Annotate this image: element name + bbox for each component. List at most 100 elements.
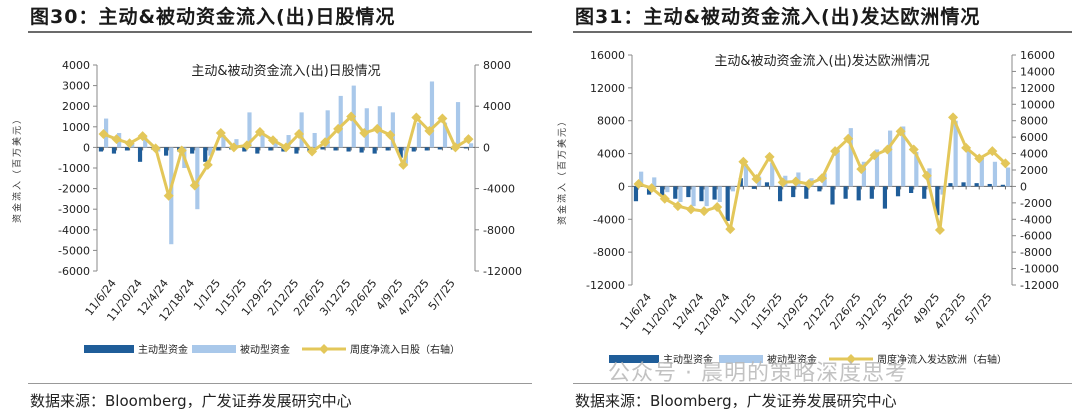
bar-passive	[953, 120, 958, 187]
bar-passive	[979, 156, 984, 187]
net-flow-point	[738, 156, 749, 167]
bar-passive	[234, 139, 239, 148]
bar-passive	[665, 186, 670, 193]
right-axis-tick-label: -12000	[1020, 279, 1059, 292]
net-flow-point	[817, 173, 827, 184]
net-flow-point	[843, 133, 854, 144]
left-axis-tick-label: 0	[83, 141, 90, 154]
y-axis-label: 资金流入（百万美元）	[556, 115, 568, 225]
right-axis-tick-label: -4000	[1020, 213, 1052, 226]
legend-swatch-passive	[192, 345, 236, 353]
net-flow-point	[764, 151, 775, 162]
right-axis-tick-label: -6000	[1020, 230, 1052, 243]
bar-passive	[717, 186, 722, 203]
bar-active	[764, 182, 770, 187]
bar-active	[909, 186, 914, 193]
bar-active	[268, 147, 273, 151]
net-flow-point	[987, 146, 998, 157]
y-axis-label: 资金流入（百万美元）	[11, 113, 23, 223]
bar-active	[974, 183, 979, 187]
bar-passive	[888, 130, 893, 187]
net-flow-point	[777, 177, 788, 188]
bar-active	[398, 147, 403, 158]
bar-passive	[468, 143, 474, 148]
right-axis-tick-label: 14000	[1020, 65, 1055, 78]
right-axis-tick-label: 4000	[483, 100, 511, 113]
left-axis-tick-label: -5000	[58, 244, 90, 257]
net-flow-point	[267, 135, 278, 146]
left-axis-tick-label: -3000	[58, 203, 90, 216]
bar-passive	[390, 112, 395, 148]
net-flow-point	[856, 164, 867, 175]
right-axis-tick-label: 8000	[483, 59, 511, 72]
bar-passive	[364, 108, 369, 148]
bar-active	[987, 183, 992, 187]
bar-active	[242, 147, 247, 152]
net-flow-point	[424, 125, 435, 136]
legend-swatch-passive	[719, 355, 763, 363]
bar-active	[294, 147, 299, 154]
net-flow-point	[463, 134, 474, 145]
net-flow-point	[346, 111, 357, 122]
x-axis-tick-label: 5/7/25	[426, 277, 458, 313]
title-divider	[573, 31, 1072, 33]
net-flow-point	[830, 146, 841, 157]
net-flow-point	[961, 142, 972, 153]
bar-passive	[312, 132, 317, 148]
net-flow-point	[659, 193, 670, 204]
bar-passive	[442, 122, 448, 148]
bar-passive	[770, 162, 775, 187]
bar-passive	[325, 110, 330, 148]
left-axis-tick-label: -4000	[58, 224, 90, 237]
bar-active	[137, 147, 143, 162]
bar-passive	[299, 112, 304, 148]
figure-panel-left: 图30：主动&被动资金流入(出)日股情况 主动&被动资金流入(出)日股情况 400…	[11, 6, 532, 410]
bar-passive	[1005, 167, 1011, 187]
bar-active	[935, 186, 940, 216]
bar-passive	[678, 186, 683, 203]
bar-active	[856, 186, 861, 201]
bar-active	[437, 147, 442, 150]
chart-title: 主动&被动资金流入(出)日股情况	[191, 63, 380, 79]
legend-label: 周度净流入日股（右轴）	[350, 343, 460, 356]
bar-active	[961, 182, 966, 187]
right-axis-tick-label: 8000	[1020, 115, 1048, 128]
bar-active	[216, 147, 221, 151]
bar-passive	[195, 147, 200, 210]
net-flow-point	[725, 224, 736, 235]
title-divider	[28, 31, 532, 33]
bar-passive	[208, 147, 213, 156]
source-divider	[28, 383, 532, 384]
legend-label: 被动型资金	[767, 353, 817, 366]
right-axis-tick-label: -12000	[483, 265, 522, 278]
bar-active	[633, 186, 639, 202]
bar-passive	[691, 186, 696, 207]
net-flow-point	[948, 112, 959, 123]
net-flow-point	[921, 170, 932, 181]
net-flow-point	[895, 126, 906, 137]
net-flow-point	[254, 126, 265, 137]
bar-active	[922, 186, 927, 199]
chart-title: 主动&被动资金流入(出)发达欧洲情况	[714, 53, 929, 69]
net-flow-point	[685, 204, 696, 215]
legend-label: 主动型资金	[138, 343, 188, 356]
left-axis-tick-label: -4000	[593, 213, 625, 226]
net-flow-point	[294, 129, 305, 140]
legend-label: 被动型资金	[240, 343, 290, 356]
left-axis-tick-label: -8000	[593, 246, 625, 259]
bar-active	[124, 147, 130, 151]
bar-passive	[848, 128, 853, 187]
bar-passive	[743, 164, 749, 187]
bar-active	[660, 186, 665, 197]
bar-passive	[286, 135, 291, 148]
bar-passive	[966, 149, 971, 187]
left-axis-tick-label: -2000	[58, 183, 90, 196]
bar-active	[255, 147, 260, 154]
right-axis-tick-label: -8000	[1020, 246, 1052, 259]
bar-passive	[756, 176, 762, 187]
bar-passive	[143, 137, 148, 148]
bar-active	[751, 186, 756, 189]
net-flow-point	[163, 190, 174, 201]
right-axis-tick-label: 0	[1020, 180, 1027, 193]
bar-active	[346, 147, 351, 152]
